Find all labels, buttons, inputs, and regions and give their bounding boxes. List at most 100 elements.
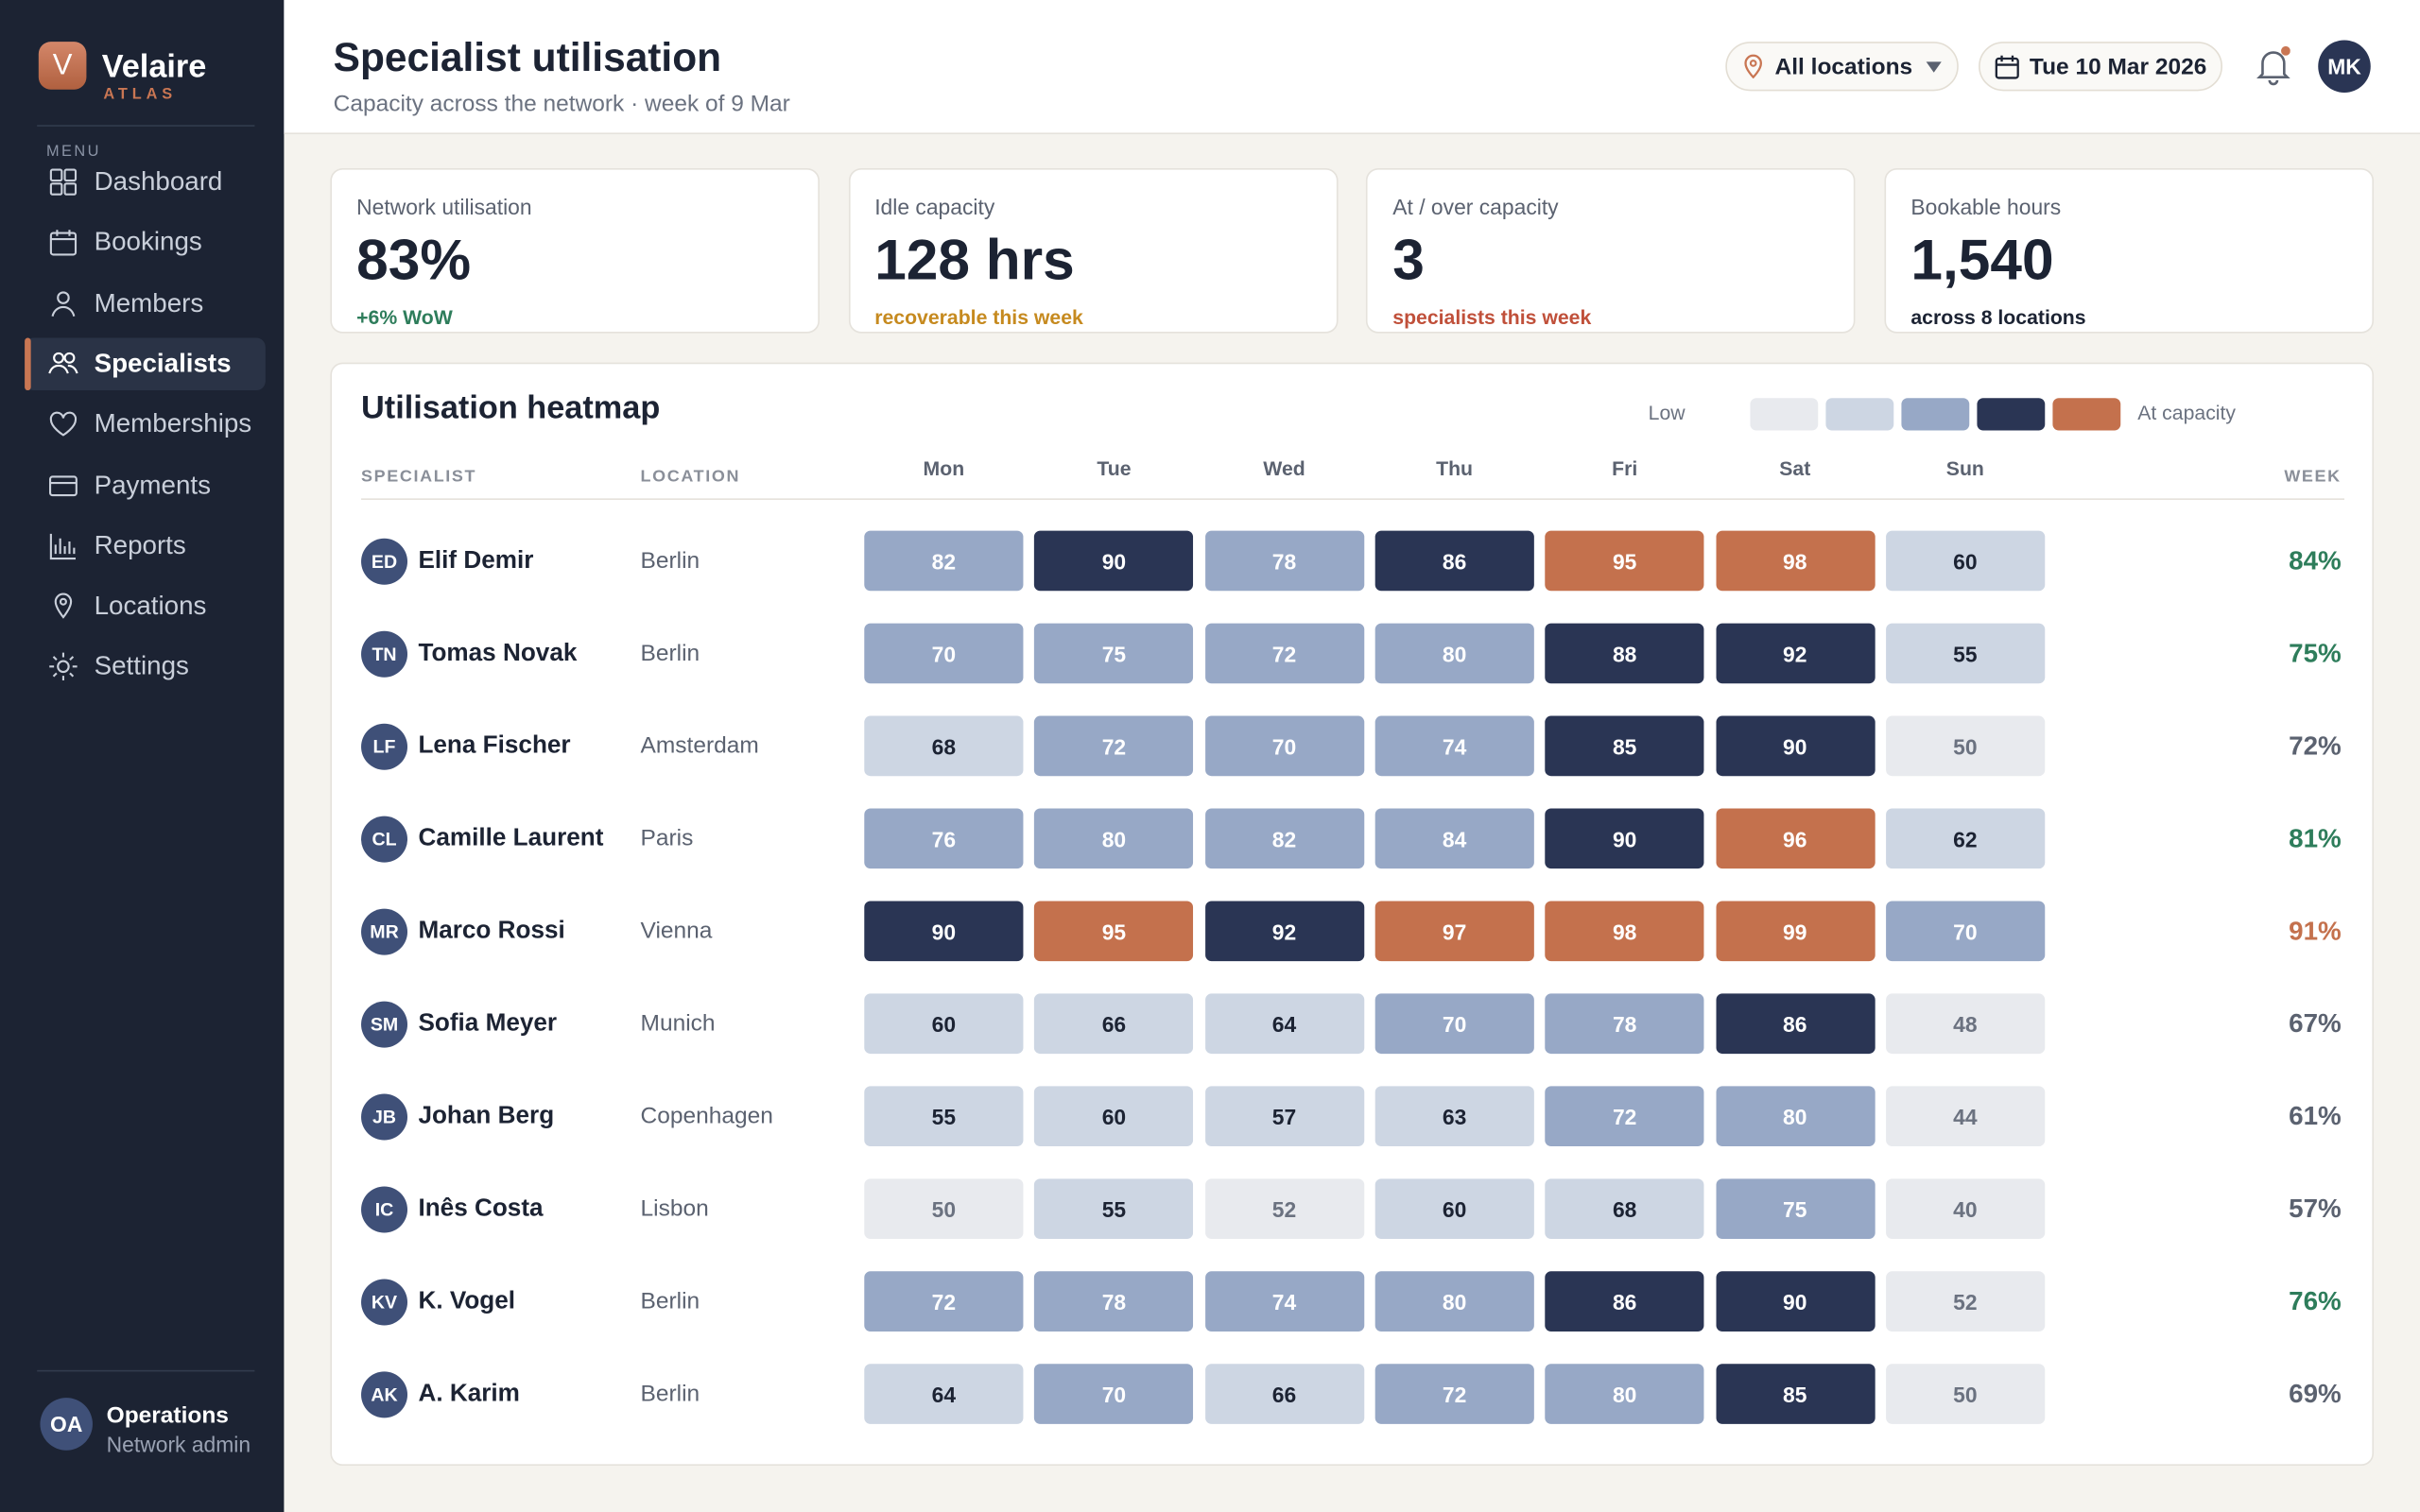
heat-cell[interactable]: 72	[1374, 1364, 1534, 1424]
legend-swatch	[1825, 398, 1894, 431]
heat-cell[interactable]: 99	[1715, 901, 1875, 962]
heat-cell[interactable]: 92	[1715, 623, 1875, 684]
nav-item[interactable]: Specialists	[25, 337, 266, 390]
heat-cell[interactable]: 64	[1204, 993, 1364, 1055]
legend-swatch	[1977, 398, 2046, 431]
heat-cell[interactable]: 50	[864, 1178, 1024, 1240]
heat-cell[interactable]: 90	[1545, 808, 1704, 869]
heat-cell[interactable]: 64	[864, 1364, 1024, 1424]
heat-cell[interactable]: 76	[864, 808, 1024, 869]
heat-cell[interactable]: 50	[1885, 715, 2045, 777]
heat-cell[interactable]: 95	[1545, 530, 1704, 592]
heat-cell[interactable]: 55	[864, 1086, 1024, 1147]
kpi-value: 128 hrs	[874, 228, 1075, 292]
heat-cell[interactable]: 74	[1374, 715, 1534, 777]
heat-cell[interactable]: 72	[1034, 715, 1194, 777]
heat-cell[interactable]: 96	[1715, 808, 1875, 869]
heat-cell[interactable]: 72	[1204, 623, 1364, 684]
nav-item[interactable]: Reports	[25, 520, 266, 573]
heat-cell[interactable]: 80	[1374, 1271, 1534, 1332]
heat-cell[interactable]: 68	[1545, 1178, 1704, 1240]
heat-cell[interactable]: 68	[864, 715, 1024, 777]
heat-cell[interactable]: 55	[1034, 1178, 1194, 1240]
specialist-name: Camille Laurent	[418, 825, 604, 852]
heat-cell[interactable]: 70	[1885, 901, 2045, 962]
nav-item[interactable]: Bookings	[25, 216, 266, 269]
heat-cell[interactable]: 75	[1715, 1178, 1875, 1240]
header-rule	[361, 498, 2344, 500]
heat-cell[interactable]: 82	[864, 530, 1024, 592]
heat-cell[interactable]: 80	[1715, 1086, 1875, 1147]
notifications[interactable]	[2256, 45, 2290, 86]
heat-cell[interactable]: 84	[1374, 808, 1534, 869]
heat-cell[interactable]: 66	[1034, 993, 1194, 1055]
heat-cell[interactable]: 66	[1204, 1364, 1364, 1424]
heat-cell[interactable]: 98	[1545, 901, 1704, 962]
heat-cell[interactable]: 80	[1545, 1364, 1704, 1424]
calendar-icon	[1995, 54, 2019, 78]
heat-cell[interactable]: 74	[1204, 1271, 1364, 1332]
kpi-note: recoverable this week	[874, 305, 1083, 329]
heat-cell[interactable]: 85	[1545, 715, 1704, 777]
heat-cell[interactable]: 55	[1885, 623, 2045, 684]
heat-cell[interactable]: 98	[1715, 530, 1875, 592]
heat-cell[interactable]: 90	[1715, 715, 1875, 777]
nav-item[interactable]: Dashboard	[25, 156, 266, 209]
heat-cell[interactable]: 60	[1374, 1178, 1534, 1240]
heat-cell[interactable]: 78	[1034, 1271, 1194, 1332]
specialist-location: Copenhagen	[640, 1103, 773, 1130]
heat-cell[interactable]: 75	[1034, 623, 1194, 684]
heat-cell[interactable]: 90	[864, 901, 1024, 962]
heat-cell[interactable]: 80	[1034, 808, 1194, 869]
heat-cell[interactable]: 40	[1885, 1178, 2045, 1240]
nav-label: Specialists	[94, 348, 232, 378]
heat-cell[interactable]: 70	[1374, 993, 1534, 1055]
heat-cell[interactable]: 72	[1545, 1086, 1704, 1147]
user-name: Operations	[106, 1402, 229, 1429]
heat-cell[interactable]: 62	[1885, 808, 2045, 869]
location-filter[interactable]: All locations	[1725, 42, 1959, 92]
heat-cell[interactable]: 95	[1034, 901, 1194, 962]
heat-cell[interactable]: 72	[864, 1271, 1024, 1332]
heat-cell[interactable]: 52	[1885, 1271, 2045, 1332]
heat-cell[interactable]: 78	[1204, 530, 1364, 592]
heat-cell[interactable]: 44	[1885, 1086, 2045, 1147]
heat-cell[interactable]: 60	[1885, 530, 2045, 592]
heat-cell[interactable]: 88	[1545, 623, 1704, 684]
nav-label: Memberships	[94, 408, 252, 438]
heat-cell[interactable]: 92	[1204, 901, 1364, 962]
heat-cell[interactable]: 57	[1204, 1086, 1364, 1147]
topbar: Specialist utilisation Capacity across t…	[284, 0, 2420, 135]
heat-cell[interactable]: 86	[1374, 530, 1534, 592]
column-header: WEEK	[2284, 467, 2342, 487]
nav-item[interactable]: Settings	[25, 641, 266, 694]
heat-cell[interactable]: 63	[1374, 1086, 1534, 1147]
heat-cell[interactable]: 80	[1374, 623, 1534, 684]
heat-cell[interactable]: 48	[1885, 993, 2045, 1055]
heat-cell[interactable]: 97	[1374, 901, 1534, 962]
heat-cell[interactable]: 70	[864, 623, 1024, 684]
kpi-label: Network utilisation	[356, 194, 532, 219]
account-avatar[interactable]: MK	[2318, 40, 2371, 93]
heat-cell[interactable]: 90	[1034, 530, 1194, 592]
heat-cell[interactable]: 52	[1204, 1178, 1364, 1240]
date-picker[interactable]: Tue 10 Mar 2026	[1979, 42, 2223, 92]
heat-cell[interactable]: 86	[1715, 993, 1875, 1055]
heat-cell[interactable]: 60	[1034, 1086, 1194, 1147]
heat-cell[interactable]: 78	[1545, 993, 1704, 1055]
nav-item[interactable]: Members	[25, 277, 266, 330]
heat-cell[interactable]: 86	[1545, 1271, 1704, 1332]
heat-cell[interactable]: 82	[1204, 808, 1364, 869]
heat-cell[interactable]: 70	[1034, 1364, 1194, 1424]
nav-item[interactable]: Payments	[25, 459, 266, 512]
kpi-value: 83%	[356, 228, 472, 292]
heat-cell[interactable]: 85	[1715, 1364, 1875, 1424]
heat-cell[interactable]: 60	[864, 993, 1024, 1055]
heat-cell[interactable]: 70	[1204, 715, 1364, 777]
nav-item[interactable]: Memberships	[25, 399, 266, 452]
heat-cell[interactable]: 90	[1715, 1271, 1875, 1332]
week-utilisation: 84%	[2289, 545, 2342, 576]
heat-cell[interactable]: 50	[1885, 1364, 2045, 1424]
nav-item[interactable]: Locations	[25, 580, 266, 633]
